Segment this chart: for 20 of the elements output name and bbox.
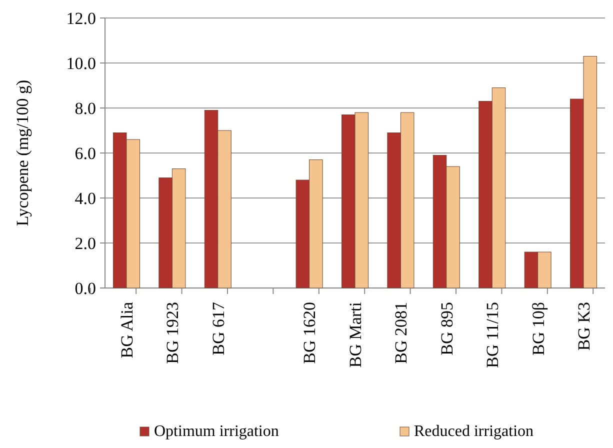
x-tick-label: BG 1620 bbox=[300, 302, 320, 364]
x-tick-label: BG Alia bbox=[117, 302, 136, 358]
y-tick-label: 2.0 bbox=[74, 234, 96, 253]
legend-label: Reduced irrigation bbox=[414, 423, 534, 440]
x-tick-label: BG 617 bbox=[208, 302, 228, 356]
legend-label: Optimum irrigation bbox=[154, 423, 279, 440]
x-tick-label: BG 1923 bbox=[163, 302, 182, 364]
y-tick-label: 10.0 bbox=[66, 54, 96, 73]
y-tick-label: 12.0 bbox=[66, 8, 96, 28]
y-tick-label: 6.0 bbox=[74, 144, 96, 163]
x-tick-label: BG Marti bbox=[346, 302, 365, 368]
x-tick-label: BG 2081 bbox=[392, 302, 411, 364]
y-tick-label: 8.0 bbox=[74, 98, 96, 118]
y-axis-title: Lycopene (mg/100 g) bbox=[12, 80, 32, 226]
y-tick-label: 0.0 bbox=[74, 278, 96, 298]
x-tick-label: BG 895 bbox=[437, 302, 456, 356]
x-tick-label: BG 10β bbox=[528, 302, 548, 356]
x-tick-label: BG 11/15 bbox=[483, 302, 502, 368]
y-tick-label: 4.0 bbox=[74, 188, 96, 208]
x-tick-label: BG K3 bbox=[574, 302, 594, 351]
